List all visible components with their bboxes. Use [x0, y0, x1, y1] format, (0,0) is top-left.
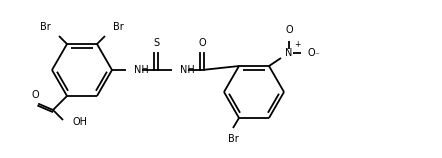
Text: +: + — [294, 40, 301, 49]
Text: Br: Br — [40, 22, 51, 32]
Text: Br: Br — [113, 22, 124, 32]
Text: S: S — [153, 38, 159, 48]
Text: ⁻: ⁻ — [314, 52, 319, 61]
Text: N: N — [286, 48, 293, 58]
Text: NH: NH — [180, 65, 195, 75]
Text: O: O — [198, 38, 206, 48]
Text: O: O — [308, 48, 316, 58]
Text: O: O — [31, 90, 39, 100]
Text: O: O — [285, 25, 293, 35]
Text: OH: OH — [73, 117, 88, 127]
Text: Br: Br — [228, 134, 238, 144]
Text: NH: NH — [134, 65, 149, 75]
